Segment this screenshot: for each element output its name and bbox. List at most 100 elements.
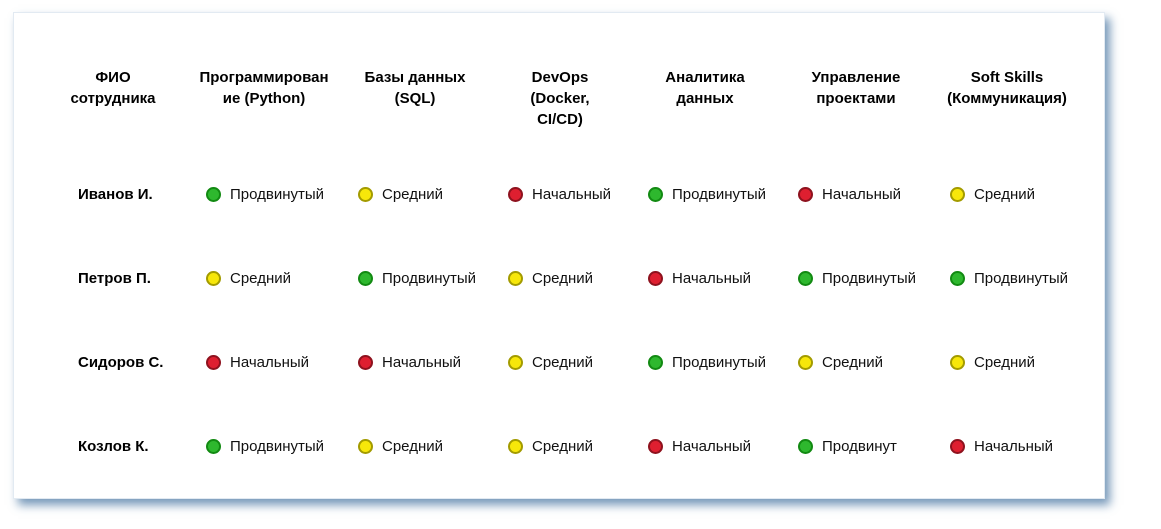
skills-matrix-card: ФИО сотрудника Программирован ие (Python… <box>13 12 1105 499</box>
table-body: Иванов И. Продвинутый Средний Начальный … <box>14 152 1104 488</box>
skill-level-dot <box>798 438 813 454</box>
skill-cell: Средний <box>340 404 490 488</box>
skill-cell: Средний <box>490 236 630 320</box>
skill-level-dot <box>206 354 221 370</box>
skill-level-dot <box>206 186 221 202</box>
column-header-line: ФИО <box>95 69 131 86</box>
skill-level-dot <box>358 270 373 286</box>
skill-level-label: Начальный <box>974 437 1054 455</box>
skill-level-label: Продвинутый <box>672 185 767 203</box>
column-header-line: данных <box>676 90 734 107</box>
skill-cell: Средний <box>340 152 490 236</box>
skill-cell: Средний <box>932 152 1082 236</box>
skill-cell: Продвинутый <box>188 152 340 236</box>
skill-cell: Продвинутый <box>932 236 1082 320</box>
skill-level-dot <box>508 186 523 202</box>
skill-cell: Средний <box>188 236 340 320</box>
skill-level-label: Начальный <box>822 185 902 203</box>
skill-cell: Продвинутый <box>630 152 780 236</box>
skill-cell: Продвинутый <box>188 404 340 488</box>
employee-name: Петров П. <box>78 269 151 287</box>
skill-cell: Средний <box>932 320 1082 404</box>
column-header-line: (Коммуникация) <box>947 90 1067 107</box>
skill-level-dot <box>798 270 813 286</box>
column-header-line: CI/CD) <box>537 111 583 128</box>
skill-cell: Продвинутый <box>630 320 780 404</box>
skill-level-dot <box>798 354 813 370</box>
skill-level-label: Средний <box>974 185 1035 203</box>
column-header-devops: DevOps (Docker, CI/CD) <box>490 13 630 130</box>
skill-cell: Начальный <box>630 236 780 320</box>
skill-cell: Продвинутый <box>780 236 932 320</box>
skill-level-label: Продвинутый <box>382 269 477 287</box>
skill-level-label: Средний <box>382 437 443 455</box>
skill-level-dot <box>206 438 221 454</box>
skill-level-label: Продвинутый <box>672 353 767 371</box>
skill-level-dot <box>950 186 965 202</box>
skill-level-label: Начальный <box>672 437 752 455</box>
skill-cell: Средний <box>780 320 932 404</box>
employee-name: Козлов К. <box>78 437 149 455</box>
column-header-line: (SQL) <box>394 90 436 107</box>
skill-level-dot <box>950 270 965 286</box>
column-header-line: Программирован <box>199 69 329 86</box>
skill-level-label: Средний <box>382 185 443 203</box>
skill-cell: Средний <box>490 404 630 488</box>
column-header-line: DevOps <box>531 69 589 86</box>
column-header-employee: ФИО сотрудника <box>38 13 188 130</box>
column-header-sql: Базы данных (SQL) <box>340 13 490 130</box>
skill-level-label: Средний <box>230 269 291 287</box>
skill-level-dot <box>648 186 663 202</box>
column-header-line: ие (Python) <box>222 90 306 107</box>
skill-level-dot <box>648 354 663 370</box>
skill-level-dot <box>508 438 523 454</box>
skill-level-label: Продвинутый <box>230 185 325 203</box>
skill-level-dot <box>648 270 663 286</box>
skill-cell: Начальный <box>188 320 340 404</box>
skill-cell: Начальный <box>630 404 780 488</box>
column-header-line: Базы данных <box>364 69 466 86</box>
skill-cell: Начальный <box>340 320 490 404</box>
skill-level-label: Средний <box>532 353 593 371</box>
skill-level-label: Начальный <box>532 185 612 203</box>
column-header-python: Программирован ие (Python) <box>188 13 340 130</box>
column-header-soft-skills: Soft Skills (Коммуникация) <box>932 13 1082 130</box>
skill-cell: Продвинутый <box>340 236 490 320</box>
skill-level-dot <box>358 354 373 370</box>
column-header-line: сотрудника <box>70 90 156 107</box>
skill-level-label: Продвинутый <box>822 269 917 287</box>
skill-cell: Средний <box>490 320 630 404</box>
column-header-line: Аналитика <box>665 69 745 86</box>
skill-cell: Начальный <box>490 152 630 236</box>
skill-level-dot <box>508 354 523 370</box>
skill-level-dot <box>358 186 373 202</box>
skill-level-label: Средний <box>532 269 593 287</box>
skill-level-dot <box>206 270 221 286</box>
employee-name: Сидоров С. <box>78 353 164 371</box>
skill-cell: Начальный <box>932 404 1082 488</box>
skill-level-dot <box>950 354 965 370</box>
table-header-row: ФИО сотрудника Программирован ие (Python… <box>14 13 1104 130</box>
column-header-line: проектами <box>816 90 896 107</box>
skill-level-label: Начальный <box>382 353 462 371</box>
skill-level-label: Продвинутый <box>974 269 1069 287</box>
column-header-project-management: Управление проектами <box>780 13 932 130</box>
skill-level-dot <box>508 270 523 286</box>
skill-level-dot <box>358 438 373 454</box>
skill-level-dot <box>648 438 663 454</box>
skill-cell: Продвинут <box>780 404 932 488</box>
column-header-line: (Docker, <box>530 90 590 107</box>
skill-level-label: Начальный <box>230 353 310 371</box>
skill-level-label: Продвинутый <box>230 437 325 455</box>
skill-cell: Начальный <box>780 152 932 236</box>
skill-level-dot <box>798 186 813 202</box>
skill-level-label: Продвинут <box>822 437 897 455</box>
column-header-analytics: Аналитика данных <box>630 13 780 130</box>
skill-level-label: Средний <box>822 353 883 371</box>
column-header-line: Управление <box>811 69 901 86</box>
employee-name: Иванов И. <box>78 185 153 203</box>
skill-level-label: Средний <box>974 353 1035 371</box>
column-header-line: Soft Skills <box>970 69 1044 86</box>
skill-level-label: Начальный <box>672 269 752 287</box>
skill-level-label: Средний <box>532 437 593 455</box>
